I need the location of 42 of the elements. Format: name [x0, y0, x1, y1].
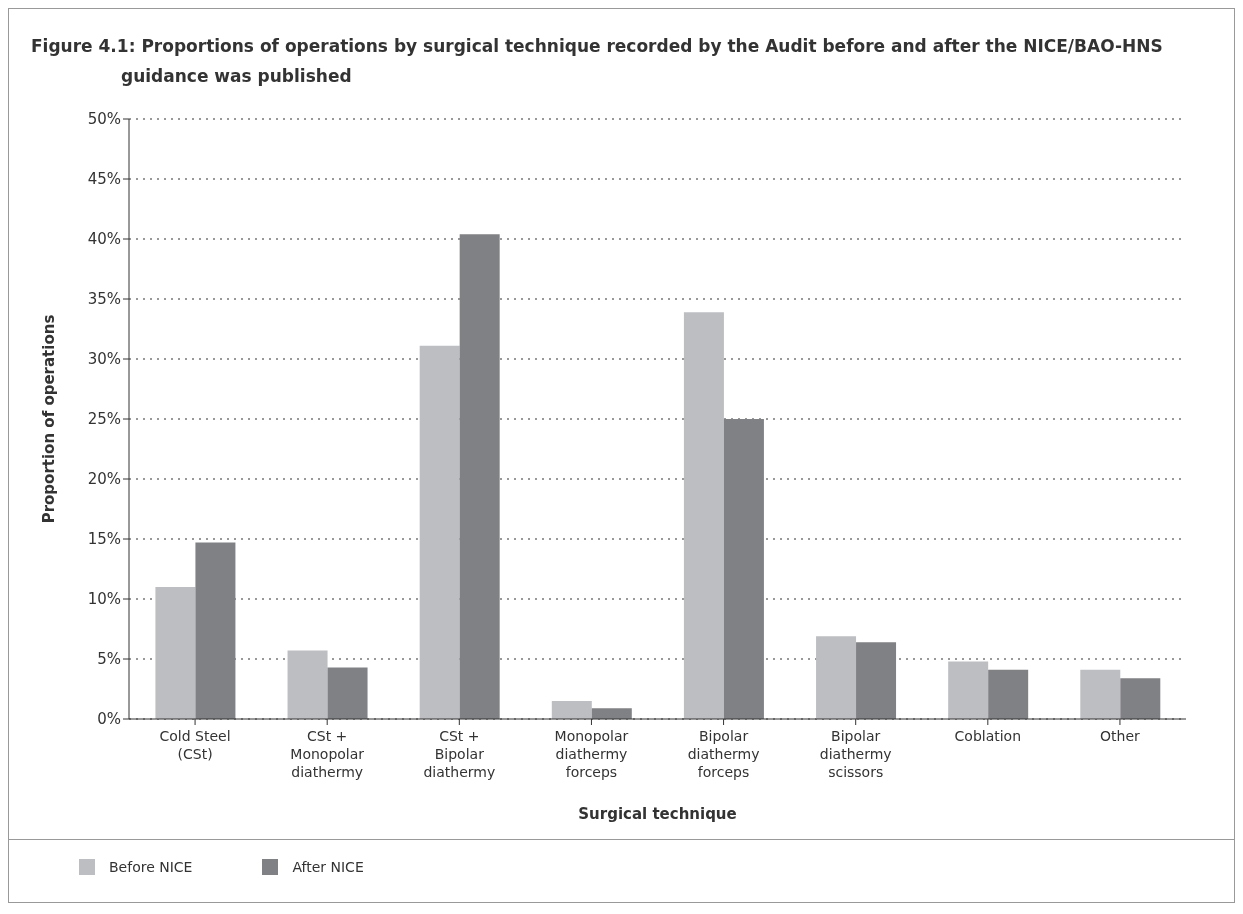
y-tick-label: 20% — [87, 470, 121, 489]
bar — [591, 708, 632, 719]
y-tick-label: 50% — [87, 110, 121, 129]
bar — [683, 312, 724, 719]
y-tick-label: 5% — [97, 650, 121, 669]
x-tick-label: CSt + Monopolar diathermy — [290, 728, 365, 780]
x-tick-label: Coblation — [954, 728, 1022, 744]
y-tick-label: 35% — [87, 290, 121, 309]
x-tick-label: CSt + Bipolar diathermy — [423, 728, 496, 780]
y-tick-label: 15% — [87, 530, 121, 549]
y-tick-label: 0% — [97, 710, 121, 729]
legend-item: After NICE — [262, 859, 364, 875]
x-tick-label: Cold Steel (CSt) — [159, 728, 231, 762]
bar — [948, 661, 989, 719]
chart-title: Figure 4.1: Proportions of operations by surgical technique recorded by the Audit before and after the NICE/BAO-HNS guidance was published — [31, 35, 1164, 88]
bar — [816, 636, 857, 719]
y-tick-label: 40% — [87, 230, 121, 249]
bar — [988, 669, 1029, 719]
bar — [551, 701, 592, 719]
legend-label: After NICE — [292, 859, 364, 875]
bar — [287, 650, 328, 719]
bar — [327, 667, 368, 719]
legend-item: Before NICE — [79, 859, 193, 875]
bar — [723, 419, 764, 719]
x-tick-label: Other — [1100, 728, 1141, 744]
x-tick-label: Bipolar diathermy scissors — [819, 728, 892, 780]
legend-label: Before NICE — [109, 859, 193, 875]
bar — [195, 542, 236, 719]
bar — [419, 345, 460, 719]
bar — [1120, 678, 1161, 719]
y-tick-label: 45% — [87, 170, 121, 189]
y-tick-label: 25% — [87, 410, 121, 429]
x-tick-label: Monopolar diathermy forceps — [554, 728, 629, 780]
x-axis-title: Surgical technique — [578, 805, 737, 823]
x-tick-label: Bipolar diathermy forceps — [687, 728, 760, 780]
y-tick-label: 30% — [87, 350, 121, 369]
y-tick-label: 10% — [87, 590, 121, 609]
bar — [856, 642, 897, 719]
bar — [1080, 669, 1121, 719]
y-axis-title: Proportion of operations — [40, 314, 59, 524]
bar — [155, 587, 196, 719]
bar — [459, 234, 500, 719]
